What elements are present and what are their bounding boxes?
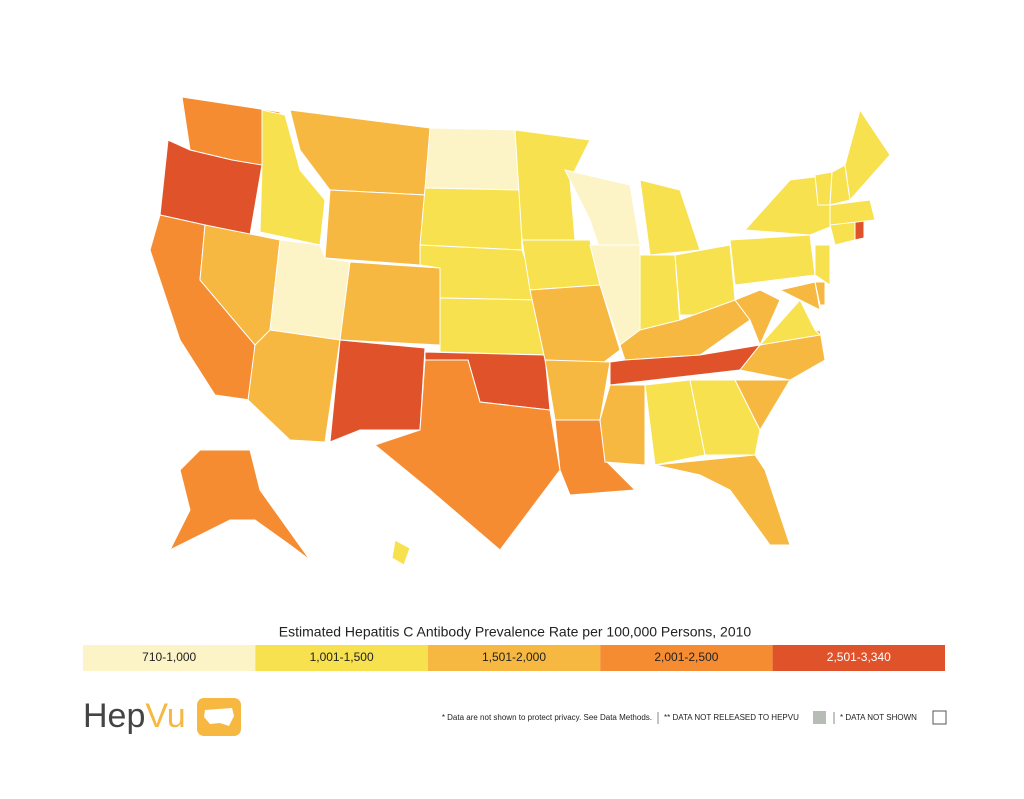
legend-title: Estimated Hepatitis C Antibody Prevalenc… [279,624,752,640]
state [639,254,681,331]
legend-swatch [600,645,773,671]
state [324,189,426,266]
state [329,339,426,443]
state [734,289,781,347]
legend-label: 2,501-3,340 [827,650,891,664]
state [729,234,816,286]
state [514,129,591,241]
footnote: * DATA NOT SHOWN [840,713,917,722]
logo-text: HepVu [83,697,186,735]
logo-part: Vu [145,697,185,735]
us-map [149,96,891,566]
legend-swatch [83,645,256,671]
state [654,454,791,546]
legend-label: 1,501-2,000 [482,650,546,664]
state [247,329,341,443]
state [564,169,641,251]
state [391,539,411,566]
footnote: * Data are not shown to protect privacy.… [442,713,652,722]
legend-swatch [427,645,601,671]
swatch-not-released [813,711,826,724]
state [529,284,621,366]
swatch-not-shown [932,710,947,725]
legend: 710-1,000 1,001-1,500 1,501-2,000 2,001-2,5… [83,645,945,671]
state [829,199,876,226]
state [734,379,791,432]
state [639,179,701,256]
state [689,379,761,456]
state [739,329,826,381]
state [521,239,601,291]
footnote: ** DATA NOT RELEASED TO HEPVU [664,713,799,722]
legend-label: 710-1,000 [142,650,196,664]
legend-swatch [255,645,428,671]
state [424,127,521,191]
legend-label: 1,001-1,500 [310,650,374,664]
state [544,359,611,421]
logo-part: Hep [83,697,145,735]
legend-swatch [772,645,945,671]
state [439,297,546,356]
state [168,449,311,561]
state [814,171,833,206]
logo-map [204,708,234,726]
state [289,109,431,196]
state [373,359,561,551]
state [778,281,821,311]
state [339,261,441,346]
state [854,219,865,241]
state [814,281,826,306]
legend-label: 2,001-2,500 [654,650,718,664]
state [814,244,831,286]
state [259,109,326,246]
state [599,384,646,466]
state [419,187,523,251]
state [844,108,891,202]
